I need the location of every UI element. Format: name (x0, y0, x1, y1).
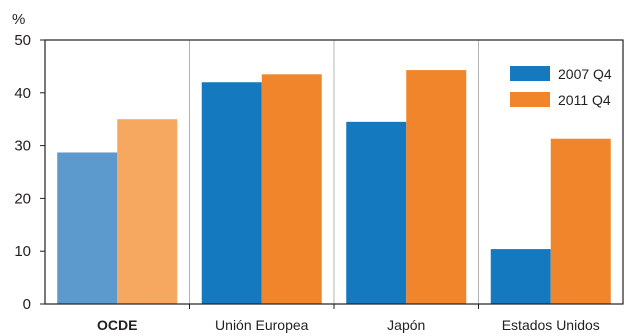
legend-swatch (510, 66, 550, 81)
y-tick-label: 10 (14, 243, 31, 260)
bar-japón-2011-q4 (406, 70, 467, 304)
legend-label: 2011 Q4 (558, 92, 611, 108)
legend-swatch (510, 92, 550, 107)
y-tick-label: 50 (14, 32, 31, 49)
bar-estados-unidos-2007-q4 (490, 249, 551, 304)
bar-unión-europea-2007-q4 (201, 82, 262, 305)
y-tick-label: 40 (14, 85, 31, 102)
y-axis-label: % (12, 11, 25, 28)
bars (57, 70, 611, 305)
y-tick-label: 20 (14, 190, 31, 207)
bar-unión-europea-2011-q4 (261, 74, 322, 304)
legend: 2007 Q4 2011 Q4 (510, 66, 612, 108)
legend-label: 2007 Q4 (558, 66, 612, 82)
bar-estados-unidos-2011-q4 (550, 138, 611, 304)
x-axis-ticks (189, 304, 479, 309)
bar-ocde-2011-q4 (117, 119, 178, 304)
category-label: Japón (387, 317, 425, 333)
bar-ocde-2007-q4 (57, 152, 118, 304)
y-tick-label: 0 (23, 296, 31, 313)
category-label: Estados Unidos (502, 317, 600, 333)
bar-japón-2007-q4 (346, 121, 407, 304)
category-label: Unión Europea (215, 317, 309, 333)
y-axis: 0 10 20 30 40 50 (14, 32, 45, 313)
category-label: OCDE (97, 317, 137, 333)
y-tick-label: 30 (14, 138, 31, 155)
category-separators (189, 40, 479, 304)
x-axis: OCDE Unión Europea Japón Estados Unidos (97, 317, 600, 333)
